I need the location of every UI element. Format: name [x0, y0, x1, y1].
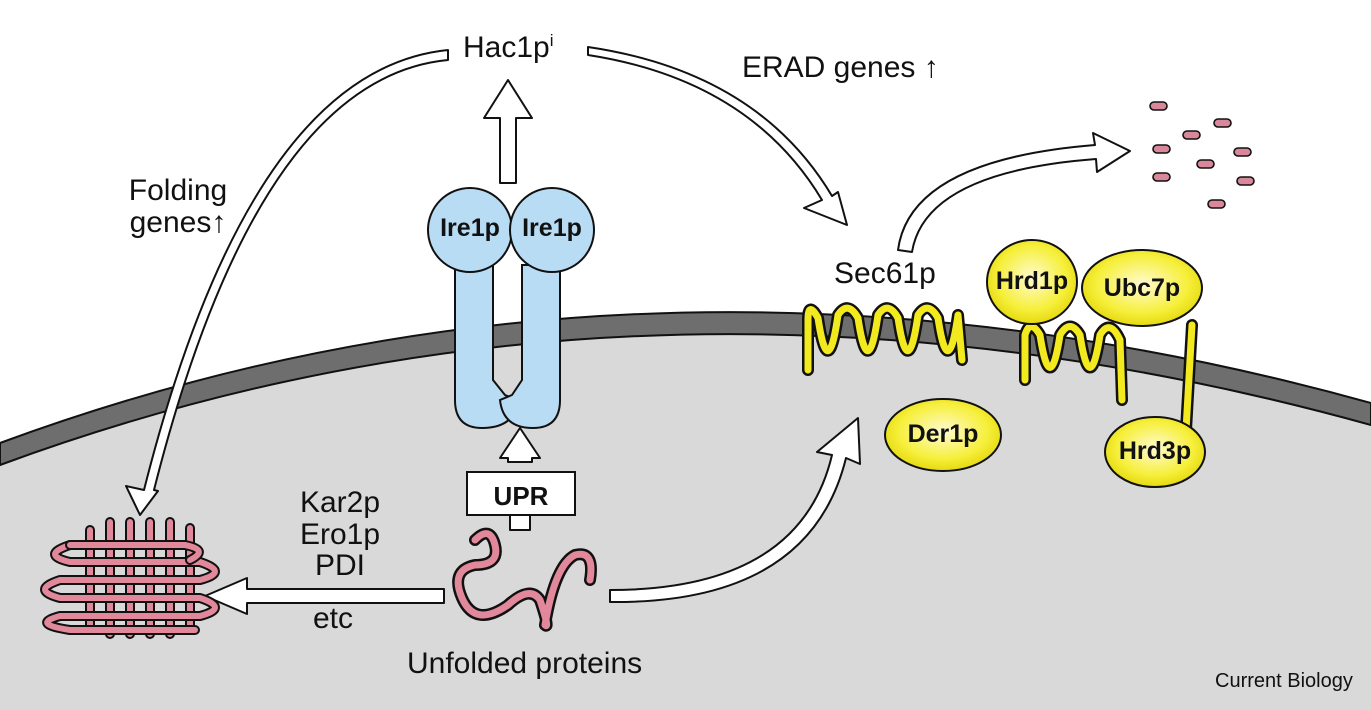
chaperones-label: Kar2p Ero1p PDI — [299, 486, 381, 582]
ubc7p-shape — [1081, 249, 1203, 327]
ire1p-right-label: Ire1p — [522, 214, 582, 242]
fragment — [1236, 176, 1255, 186]
etc-label: etc — [313, 602, 354, 635]
hac1p-label: Hac1pi — [463, 31, 554, 64]
arrow-hac1p-to-sec61p — [587, 46, 848, 226]
fragment — [1213, 118, 1232, 128]
folded-protein — [40, 517, 220, 639]
arrow-upr-to-ire1p — [499, 427, 541, 463]
folding-genes-label: Folding genes↑ — [128, 174, 228, 239]
fragment — [1207, 199, 1226, 209]
unfolded-protein — [452, 527, 597, 632]
fragment — [1182, 130, 1201, 140]
up-arrow-icon: ↑ — [923, 51, 939, 84]
arrow-ire1p-to-hac1p — [483, 79, 533, 184]
hrd1p-label: Hrd1p — [995, 267, 1069, 295]
upr-box — [466, 471, 576, 516]
fragment — [1196, 159, 1215, 169]
der1p-shape — [884, 398, 1002, 472]
fragment — [1233, 147, 1252, 157]
der1p-label: Der1p — [907, 420, 979, 448]
sec61p-label: Sec61p — [834, 257, 936, 290]
hrd3p-shape — [1104, 416, 1206, 488]
fragment — [1152, 172, 1171, 182]
arrow-sec61p-to-degradation — [897, 132, 1131, 253]
ire1p-right-head — [509, 187, 595, 273]
hrd1p-shape — [986, 239, 1078, 325]
hrd3p-label: Hrd3p — [1118, 437, 1192, 465]
ubc7p-label: Ubc7p — [1103, 274, 1181, 302]
arrow-unfolded-to-folded — [204, 577, 445, 615]
arrow-unfolded-to-sec61p — [609, 417, 861, 604]
upr-label: UPR — [493, 481, 549, 511]
ire1p-left-label: Ire1p — [440, 214, 500, 242]
arrow-unfolded-to-upr-stem — [509, 514, 531, 531]
erad-genes-label: ERAD genes ↑ — [742, 51, 939, 84]
up-arrow-icon: ↑ — [211, 205, 227, 239]
er-lumen — [0, 324, 1371, 710]
credit-label: Current Biology — [1215, 670, 1353, 692]
ire1p-right-stalk — [498, 264, 561, 430]
arrow-hac1p-to-folding — [125, 49, 449, 516]
fragment — [1149, 101, 1168, 111]
unfolded-proteins-label: Unfolded proteins — [407, 647, 643, 680]
fragment — [1152, 144, 1171, 154]
